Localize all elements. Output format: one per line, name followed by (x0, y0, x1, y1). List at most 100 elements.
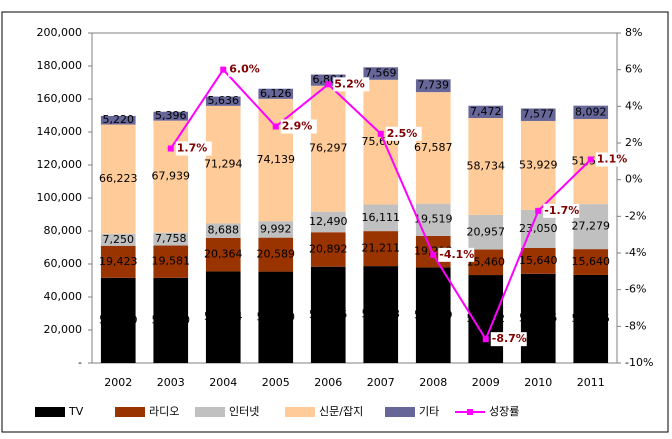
legend-swatch (385, 407, 415, 417)
bar-segment (153, 111, 189, 121)
growth-marker (377, 130, 384, 137)
data-label: 15,640 (572, 255, 611, 268)
y2-tick-label: -2% (625, 209, 646, 222)
bar-segment (258, 271, 294, 363)
data-label: 15,640 (519, 254, 558, 267)
data-label: 5,636 (208, 94, 240, 107)
legend-swatch (195, 407, 225, 417)
legend-marker (467, 409, 473, 415)
y2-tick-label: -10% (625, 356, 653, 369)
growth-marker (220, 66, 227, 73)
y-tick-label: - (78, 356, 82, 369)
bar-segment (573, 249, 609, 275)
data-label: 67,939 (152, 170, 191, 183)
bar-segment (153, 232, 189, 246)
growth-label-bg (490, 332, 527, 347)
growth-label-bg (280, 119, 317, 134)
bar-segment (468, 118, 504, 215)
bar-segment (468, 105, 504, 119)
y2-tick-label: -6% (625, 283, 646, 296)
y-tick-label: 80,000 (44, 224, 83, 237)
data-label: 7,577 (523, 108, 555, 121)
bar-segment (520, 120, 556, 210)
data-label: 53,375 (572, 312, 611, 325)
bar-segment (415, 267, 451, 363)
y-tick-label: 140,000 (37, 125, 83, 138)
growth-label: 1.1% (597, 153, 628, 166)
legend-label: TV (68, 405, 84, 418)
y-tick-label: 40,000 (44, 290, 83, 303)
data-label: 23,050 (519, 222, 558, 235)
data-label: 7,250 (103, 233, 135, 246)
legend-swatch (115, 407, 145, 417)
data-label: 51,640 (99, 313, 138, 326)
growth-marker (167, 145, 174, 152)
data-label: 7,569 (365, 67, 397, 80)
data-label: 7,472 (470, 105, 502, 118)
bar-segment (310, 74, 346, 86)
x-tick-label: 2002 (104, 376, 132, 389)
bar-segment (153, 245, 189, 278)
growth-label: -8.7% (492, 332, 527, 345)
bar-segment (258, 88, 294, 99)
data-label: 8,092 (575, 105, 607, 118)
data-label: 20,364 (204, 248, 243, 261)
data-label: 8,688 (208, 224, 240, 237)
growth-label: -1.7% (544, 204, 579, 217)
y-tick-label: 20,000 (44, 323, 83, 336)
bar-segment (310, 266, 346, 363)
y2-tick-label: 6% (625, 63, 642, 76)
x-tick-label: 2009 (472, 376, 500, 389)
data-label: 5,220 (103, 113, 135, 126)
data-label: 55,504 (204, 310, 243, 323)
growth-marker (325, 81, 332, 88)
bar-segment (205, 105, 241, 224)
y-tick-label: 60,000 (44, 257, 83, 270)
data-label: 19,519 (414, 213, 453, 226)
data-label: 16,111 (362, 211, 401, 224)
data-label: 7,739 (418, 79, 450, 92)
x-tick-label: 2005 (262, 376, 290, 389)
bar-segment (100, 233, 136, 246)
bar-segment (100, 115, 136, 125)
bar-segment (468, 214, 504, 250)
data-label: 51,610 (152, 313, 191, 326)
bar-segment (310, 232, 346, 267)
x-tick-label: 2010 (524, 376, 552, 389)
x-tick-label: 2008 (419, 376, 447, 389)
x-tick-label: 2006 (314, 376, 342, 389)
bar-segment (258, 98, 294, 222)
y-tick-label: 200,000 (37, 26, 83, 39)
growth-marker (430, 251, 437, 258)
legend-label: 기타 (419, 405, 439, 418)
growth-marker (482, 336, 489, 343)
data-label: 5,396 (155, 109, 187, 122)
bar-segment (100, 124, 136, 234)
growth-label-bg (175, 141, 212, 156)
y-tick-label: 160,000 (37, 92, 83, 105)
y2-tick-label: 4% (625, 99, 642, 112)
data-label: 27,279 (572, 220, 611, 233)
y2-tick-label: -8% (625, 319, 646, 332)
data-label: 12,490 (309, 215, 348, 228)
bar-segment (520, 108, 556, 121)
data-label: 7,758 (155, 232, 187, 245)
data-label: 66,223 (99, 172, 138, 185)
bar-segment (520, 247, 556, 274)
growth-label: 6.0% (229, 63, 260, 76)
data-label: 67,587 (414, 141, 453, 154)
bar-segment (520, 273, 556, 363)
bar-segment (415, 79, 451, 93)
growth-label-bg (595, 152, 632, 167)
data-label: 20,957 (467, 225, 506, 238)
data-label: 55,390 (257, 310, 296, 323)
growth-marker (535, 207, 542, 214)
legend-label: 신문/잡지 (319, 405, 363, 418)
data-label: 71,294 (204, 158, 243, 171)
x-tick-label: 2003 (157, 376, 185, 389)
data-label: 58,355 (309, 308, 348, 321)
bar-segment (310, 85, 346, 212)
growth-label-bg (228, 62, 265, 77)
data-label: 19,423 (99, 255, 138, 268)
growth-label-bg (438, 247, 475, 262)
